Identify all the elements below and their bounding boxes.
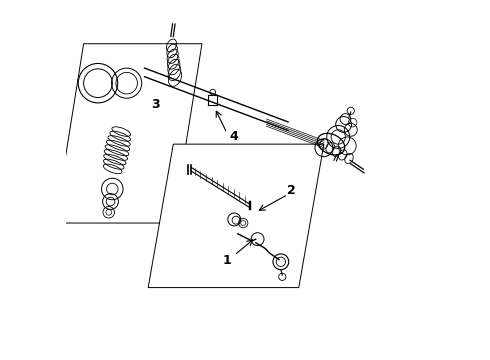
Polygon shape <box>55 44 202 223</box>
Text: 1: 1 <box>222 254 231 267</box>
Text: 2: 2 <box>287 184 296 197</box>
Text: 4: 4 <box>230 130 239 144</box>
Text: 3: 3 <box>151 98 160 111</box>
Polygon shape <box>148 144 324 288</box>
